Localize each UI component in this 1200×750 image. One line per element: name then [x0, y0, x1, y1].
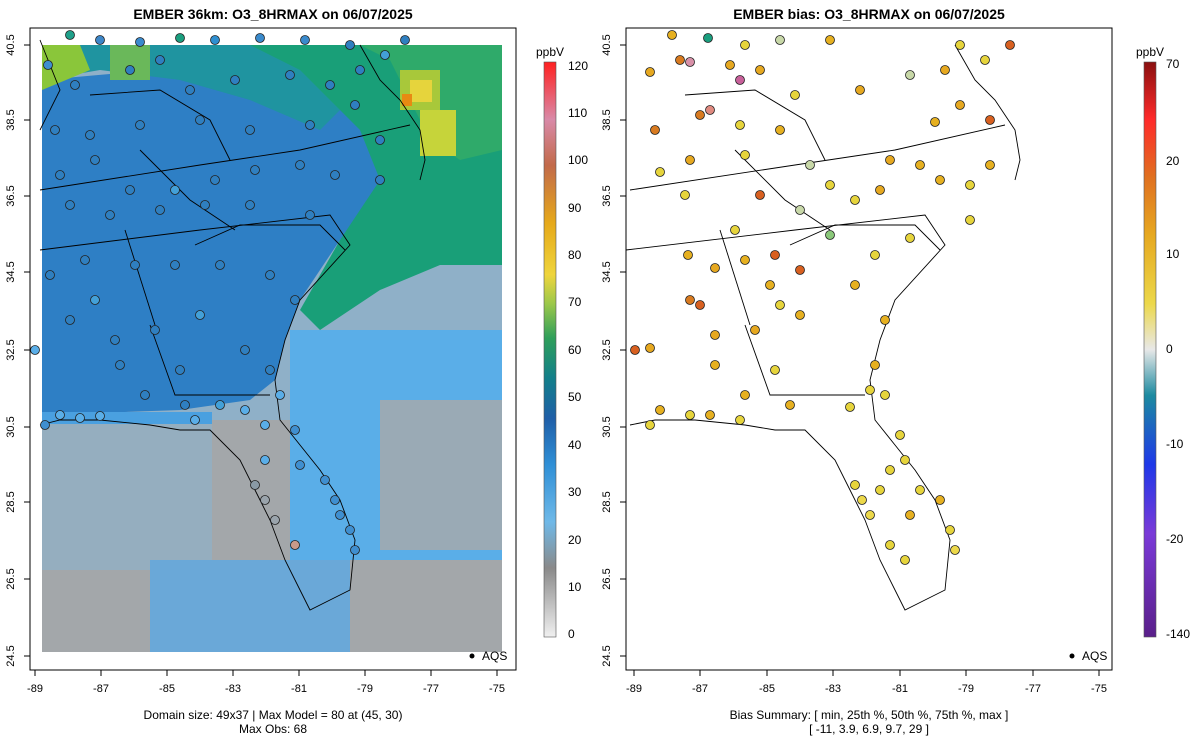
left-y-tick: 38.5 [5, 109, 17, 130]
max-obs-summary: Max Obs: 68 [238, 722, 308, 736]
right-x-tick: -89 [626, 683, 642, 695]
hotspot-orange [402, 94, 412, 106]
right-cbar-tick: -140 [1166, 627, 1190, 641]
left-y-tick: 40.5 [5, 34, 17, 55]
right-cbar-tick: 70 [1166, 57, 1180, 71]
left-cbar-tick: 70 [568, 295, 582, 309]
left-x-tick: -87 [93, 683, 109, 695]
left-boundaries [39, 39, 426, 611]
left-cbar-tick: 30 [568, 485, 582, 499]
right-y-tick: 24.5 [601, 645, 613, 666]
left-x-tick: -79 [357, 683, 373, 695]
left-x-tick: -81 [291, 683, 307, 695]
bias-summary-values: [ -11, 3.9, 6.9, 9.7, 29 ] [809, 722, 929, 736]
right-colorbar: ppbV 70 20 10 0 -10 -20 -140 [1136, 45, 1190, 641]
right-aqs-sites [630, 30, 1015, 565]
right-map: AQS [625, 28, 1112, 670]
right-y-tick: 34.5 [601, 261, 613, 282]
right-y-tick: 26.5 [601, 568, 613, 589]
right-aqs-legend: AQS [1069, 649, 1107, 663]
left-y-tick: 24.5 [5, 645, 17, 666]
left-x-tick: -77 [423, 683, 439, 695]
right-y-tick: 28.5 [601, 491, 613, 512]
right-x-ticks: -89 -87 -85 -83 -81 -79 -77 -75 [626, 670, 1107, 695]
left-cbar-tick: 100 [568, 153, 588, 167]
left-legend-label: AQS [482, 649, 507, 663]
right-y-ticks: 24.5 26.5 28.5 30.5 32.5 34.5 36.5 38.5 … [601, 34, 626, 667]
left-y-tick: 28.5 [5, 491, 17, 512]
left-y-tick: 26.5 [5, 568, 17, 589]
left-cbar-tick: 110 [568, 106, 587, 120]
right-cbar-tick: -10 [1166, 437, 1184, 451]
left-y-tick: 34.5 [5, 261, 17, 282]
right-axes: -89 -87 -85 -83 -81 -79 -77 -75 24.5 26.… [601, 34, 1107, 695]
left-cbar-tick: 120 [568, 59, 588, 73]
left-aqs-sites [30, 30, 410, 555]
hotspot-yellow [410, 80, 432, 102]
right-x-tick: -77 [1025, 683, 1041, 695]
right-panel-title: EMBER bias: O3_8HRMAX on 06/07/2025 [733, 6, 1005, 22]
right-x-tick: -75 [1091, 683, 1107, 695]
left-x-tick: -75 [489, 683, 505, 695]
right-colorbar-ticks: 70 20 10 0 -10 -20 -140 [1166, 57, 1190, 641]
left-cbar-tick: 90 [568, 201, 582, 215]
right-cbar-tick: 0 [1166, 342, 1173, 356]
right-y-tick: 32.5 [601, 339, 613, 360]
left-model-field [30, 28, 516, 670]
bias-summary-header: Bias Summary: [ min, 25th %, 50th %, 75t… [729, 708, 1009, 722]
right-y-tick: 30.5 [601, 416, 613, 437]
right-cbar-tick: 20 [1166, 154, 1180, 168]
left-cbar-tick: 50 [568, 390, 582, 404]
left-x-tick: -89 [27, 683, 43, 695]
left-panel-title: EMBER 36km: O3_8HRMAX on 06/07/2025 [133, 6, 413, 22]
right-colorbar-unit: ppbV [1136, 45, 1164, 59]
left-colorbar-unit: ppbV [536, 45, 564, 59]
left-map: AQS [30, 28, 516, 670]
left-cbar-tick: 0 [568, 627, 575, 641]
left-x-ticks: -89 -87 -85 -83 -81 -79 -77 -75 [27, 670, 505, 695]
left-cbar-tick: 60 [568, 343, 582, 357]
right-y-tick: 40.5 [601, 34, 613, 55]
left-y-tick: 32.5 [5, 339, 17, 360]
left-axes: -89 -87 -85 -83 -81 -79 -77 -75 24.5 26.… [5, 34, 505, 695]
left-cbar-tick: 40 [568, 438, 582, 452]
right-x-tick: -81 [892, 683, 908, 695]
right-cbar-tick: 10 [1166, 247, 1180, 261]
left-colorbar-ticks: 0 10 20 30 40 50 60 70 80 90 100 110 120 [568, 59, 588, 641]
left-y-tick: 30.5 [5, 416, 17, 437]
right-x-tick: -85 [759, 683, 775, 695]
right-legend-label: AQS [1082, 649, 1107, 663]
left-aqs-legend: AQS [469, 649, 507, 663]
left-x-tick: -85 [159, 683, 175, 695]
right-boundaries [625, 44, 1021, 611]
right-plot-frame [625, 27, 1113, 671]
right-y-tick: 38.5 [601, 109, 613, 130]
left-x-tick: -83 [225, 683, 241, 695]
left-plot-frame [29, 27, 517, 671]
right-y-tick: 36.5 [601, 185, 613, 206]
left-cbar-tick: 20 [568, 533, 582, 547]
left-y-ticks: 24.5 26.5 28.5 30.5 32.5 34.5 36.5 38.5 … [5, 34, 30, 667]
left-cbar-tick: 80 [568, 248, 582, 262]
domain-size-summary: Domain size: 49x37 | Max Model = 80 at (… [143, 708, 403, 722]
left-cbar-tick: 10 [568, 580, 582, 594]
left-colorbar: ppbV 0 10 20 30 40 50 60 70 80 90 100 11… [536, 45, 588, 641]
left-y-tick: 36.5 [5, 185, 17, 206]
right-x-tick: -79 [958, 683, 974, 695]
right-cbar-tick: -20 [1166, 532, 1184, 546]
right-x-tick: -87 [692, 683, 708, 695]
land-moderate-ozone [42, 50, 420, 415]
right-x-tick: -83 [825, 683, 841, 695]
